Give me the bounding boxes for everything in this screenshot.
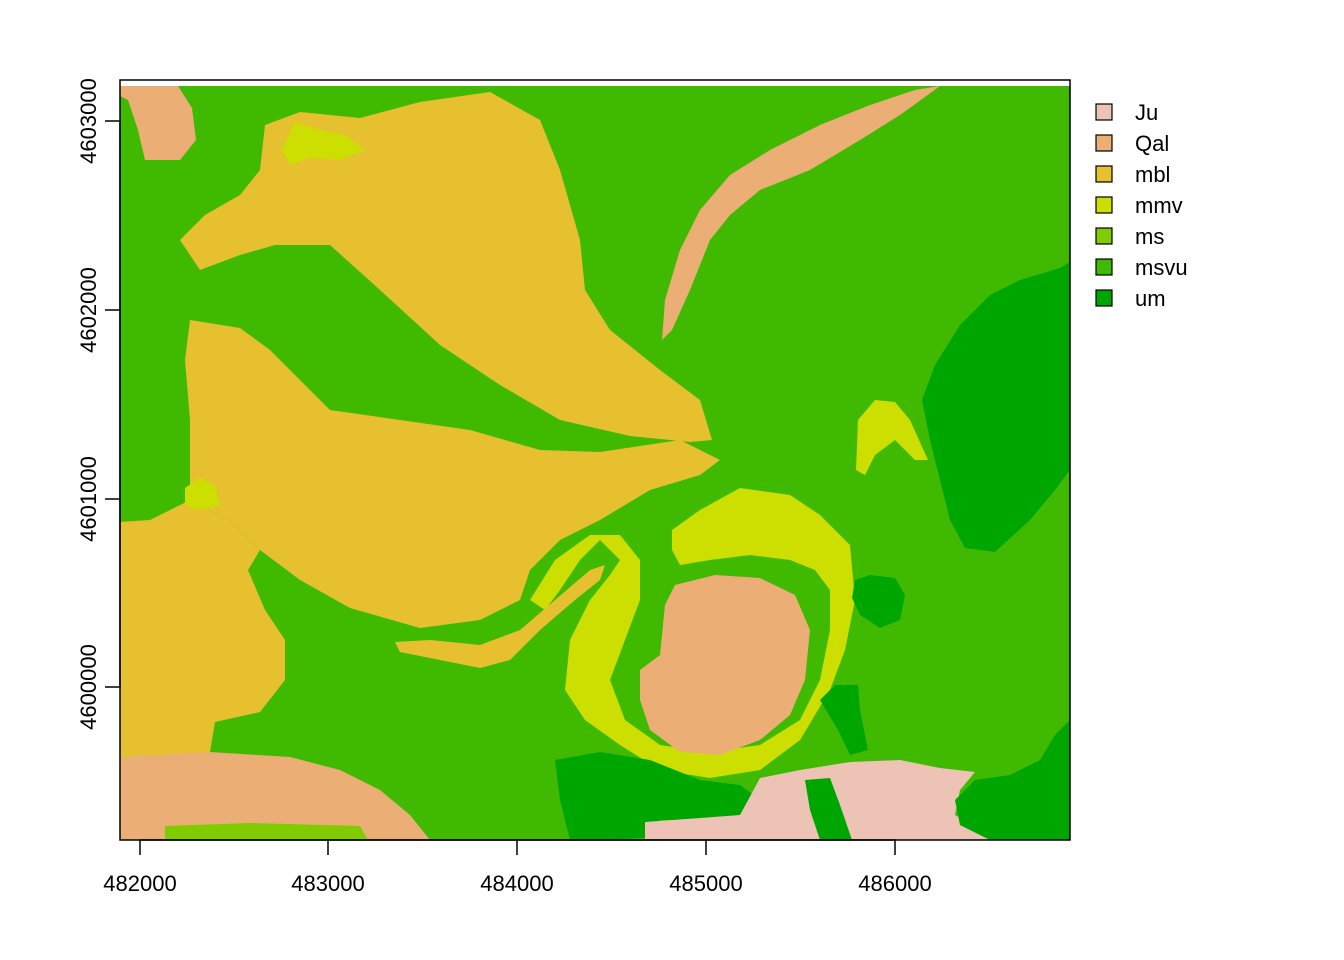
x-axis: 482000 483000 484000 485000 486000 <box>103 839 932 896</box>
unit-mbl-region <box>395 565 605 668</box>
legend-swatch-qal <box>1095 134 1113 152</box>
y-tick-label: 4603000 <box>76 78 101 164</box>
unit-mbl-region <box>180 92 712 442</box>
legend-swatch-um <box>1095 289 1113 307</box>
legend-swatch-ms <box>1095 227 1113 245</box>
unit-mbl-region <box>185 320 720 628</box>
y-tick-label: 4601000 <box>76 456 101 542</box>
unit-mmv-region <box>185 478 220 510</box>
legend-label-ms: ms <box>1135 224 1164 249</box>
legend-label-um: um <box>1135 286 1166 311</box>
legend-swatch-ju <box>1095 103 1113 121</box>
unit-qal-region <box>640 575 810 755</box>
map-raster <box>120 86 1070 840</box>
legend-label-ju: Ju <box>1135 100 1158 125</box>
unit-um-region <box>820 685 868 755</box>
unit-qal-region <box>662 86 940 340</box>
x-tick-label: 486000 <box>858 871 931 896</box>
legend: Ju Qal mbl mmv ms msvu um <box>1095 100 1188 311</box>
unit-qal-region <box>120 752 430 840</box>
legend-swatch-mmv <box>1095 196 1113 214</box>
unit-mmv-region <box>530 488 855 778</box>
unit-um-region <box>852 575 905 628</box>
legend-label-mbl: mbl <box>1135 162 1170 187</box>
unit-ms-region <box>165 823 368 840</box>
y-tick-label: 4600000 <box>76 644 101 730</box>
legend-label-mmv: mmv <box>1135 193 1183 218</box>
legend-label-qal: Qal <box>1135 131 1169 156</box>
unit-um-region <box>955 720 1070 840</box>
y-axis: 4600000 4601000 4602000 4603000 <box>76 78 121 730</box>
x-tick-label: 485000 <box>669 871 742 896</box>
legend-label-msvu: msvu <box>1135 255 1188 280</box>
raster-extent-gap <box>248 80 1070 86</box>
unit-qal-region <box>120 86 196 160</box>
unit-mmv-region <box>856 400 928 475</box>
legend-swatch-msvu <box>1095 258 1113 276</box>
unit-mbl-region <box>120 500 285 757</box>
unit-mmv-region <box>282 122 365 165</box>
x-tick-label: 483000 <box>291 871 364 896</box>
x-tick-label: 484000 <box>480 871 553 896</box>
x-tick-label: 482000 <box>103 871 176 896</box>
legend-swatch-mbl <box>1095 165 1113 183</box>
unit-um-region <box>922 262 1070 552</box>
y-tick-label: 4602000 <box>76 267 101 353</box>
unit-um-region <box>805 778 852 840</box>
